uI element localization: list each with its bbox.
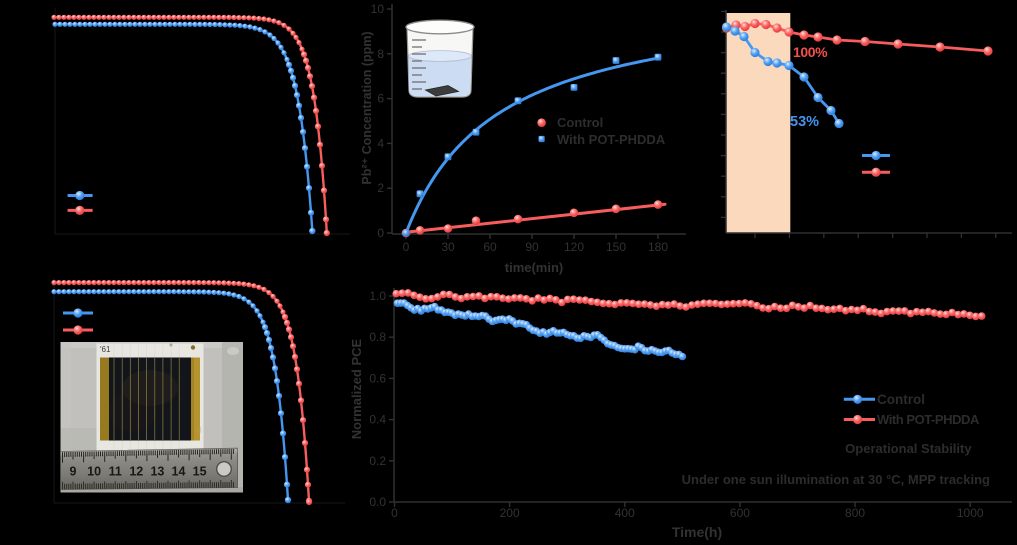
svg-text:60: 60 [483,240,497,254]
svg-text:Under one sun illumination at: Under one sun illumination at 30 °C, MPP… [682,472,990,487]
svg-text:30: 30 [441,240,455,254]
svg-text:1000: 1000 [957,506,984,520]
svg-text:180: 180 [648,240,668,254]
svg-text:With POT-PHDDA: With POT-PHDDA [877,412,980,427]
svg-text:Operational Stability: Operational Stability [845,441,972,456]
svg-text:Control: Control [557,115,603,130]
svg-text:Pb²⁺ Concentration (ppm): Pb²⁺ Concentration (ppm) [360,31,374,184]
svg-text:14: 14 [172,465,186,479]
svg-text:4: 4 [377,136,384,150]
svg-text:800: 800 [845,506,865,520]
svg-text:0.2: 0.2 [369,454,386,468]
svg-text:6: 6 [377,92,384,106]
svg-text:100%: 100% [793,44,828,60]
svg-text:8: 8 [377,47,384,61]
svg-text:600: 600 [730,506,750,520]
svg-text:Normalized PCE: Normalized PCE [349,338,364,439]
svg-text:200: 200 [500,506,520,520]
svg-text:10: 10 [371,2,385,16]
svg-text:9: 9 [70,465,77,479]
svg-text:90: 90 [525,240,539,254]
svg-text:12: 12 [129,465,143,479]
svg-text:ʹ61: ʹ61 [100,345,111,354]
svg-text:0: 0 [391,506,398,520]
svg-text:120: 120 [564,240,584,254]
svg-text:15: 15 [193,465,207,479]
svg-text:53%: 53% [790,114,819,130]
svg-text:400: 400 [615,506,635,520]
svg-text:0.4: 0.4 [369,413,386,427]
svg-text:10: 10 [87,465,101,479]
svg-text:11: 11 [109,465,122,479]
svg-text:1.0: 1.0 [369,289,386,303]
svg-text:2: 2 [377,181,384,195]
svg-text:time(min): time(min) [505,260,564,275]
svg-text:0: 0 [403,240,410,254]
svg-text:0: 0 [377,226,384,240]
svg-text:0.0: 0.0 [369,495,386,509]
svg-text:Control: Control [877,392,925,407]
svg-text:150: 150 [606,240,626,254]
svg-text:Time(h): Time(h) [672,524,722,540]
svg-text:0.8: 0.8 [369,330,386,344]
svg-text:0.6: 0.6 [369,371,386,385]
svg-text:With POT-PHDDA: With POT-PHDDA [557,132,666,147]
svg-text:13: 13 [150,465,164,479]
